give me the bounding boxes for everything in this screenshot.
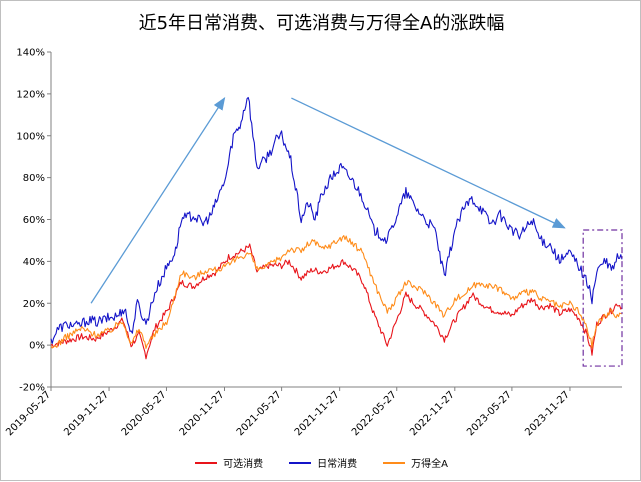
legend-swatch xyxy=(383,461,406,464)
y-tick-label: 80% xyxy=(23,173,45,184)
x-tick-label: 2021-11-27 xyxy=(293,389,342,438)
y-tick-label: 60% xyxy=(23,215,45,226)
y-tick-label: 40% xyxy=(23,257,45,268)
series-line-0 xyxy=(50,243,623,360)
trend-arrow xyxy=(291,97,566,229)
legend-label: 日常消费 xyxy=(317,459,358,470)
axes: -20% 0% 20% 40% 60% 80% 100% 120% 140% 2019-05-27… xyxy=(4,48,622,438)
x-tick-label: 2021-05-27 xyxy=(235,389,284,438)
legend-item: 日常消费 xyxy=(289,455,357,470)
series-lines xyxy=(50,96,623,360)
legend-label: 可选消费 xyxy=(223,459,264,470)
x-tick-label: 2020-05-27 xyxy=(120,389,169,438)
highlight-box xyxy=(582,229,623,367)
y-tick-label: -20% xyxy=(19,383,45,394)
y-tick-label: 0% xyxy=(29,341,45,352)
y-tick-label: 140% xyxy=(16,48,45,59)
y-tick-label: 120% xyxy=(16,89,45,100)
y-tick-label: 100% xyxy=(16,131,45,142)
x-tick-label: 2022-11-27 xyxy=(408,389,457,438)
legend-label: 万得全A xyxy=(411,459,448,470)
trend-arrow xyxy=(90,96,226,304)
legend-item: 可选消费 xyxy=(195,455,263,470)
series-line-1 xyxy=(50,96,623,344)
y-tick-label: 20% xyxy=(23,299,45,310)
x-tick-label: 2019-05-27 xyxy=(4,389,53,438)
x-tick-label: 2022-05-27 xyxy=(350,389,399,438)
chart-title: 近5年日常消费、可选消费与万得全A的涨跌幅 xyxy=(138,13,505,34)
x-tick-label: 2020-11-27 xyxy=(178,389,227,438)
x-tick-label: 2019-11-27 xyxy=(62,389,111,438)
legend-swatch xyxy=(289,461,312,464)
legend-item: 万得全A xyxy=(383,455,448,470)
series-line-2 xyxy=(50,235,623,349)
x-tick-label: 2023-11-27 xyxy=(523,389,572,438)
legend: 可选消费 日常消费 万得全A xyxy=(1,455,641,470)
legend-swatch xyxy=(195,461,218,464)
x-tick-label: 2023-05-27 xyxy=(465,389,514,438)
annotations xyxy=(90,96,623,367)
